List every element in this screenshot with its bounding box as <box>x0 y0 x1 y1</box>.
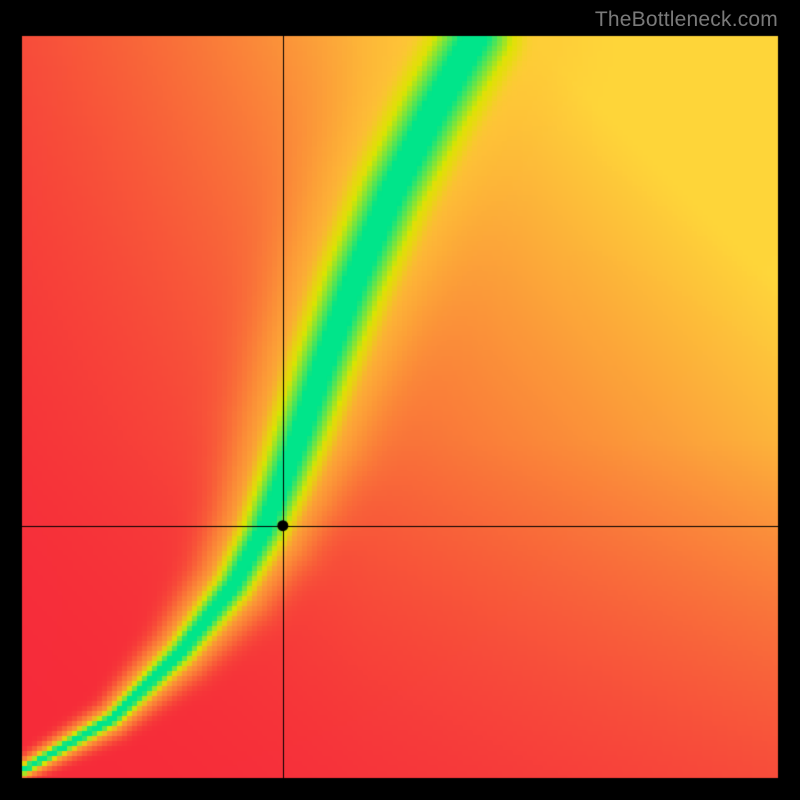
root: TheBottleneck.com <box>0 0 800 800</box>
heatmap-canvas <box>0 0 800 800</box>
watermark-text: TheBottleneck.com <box>595 8 778 32</box>
